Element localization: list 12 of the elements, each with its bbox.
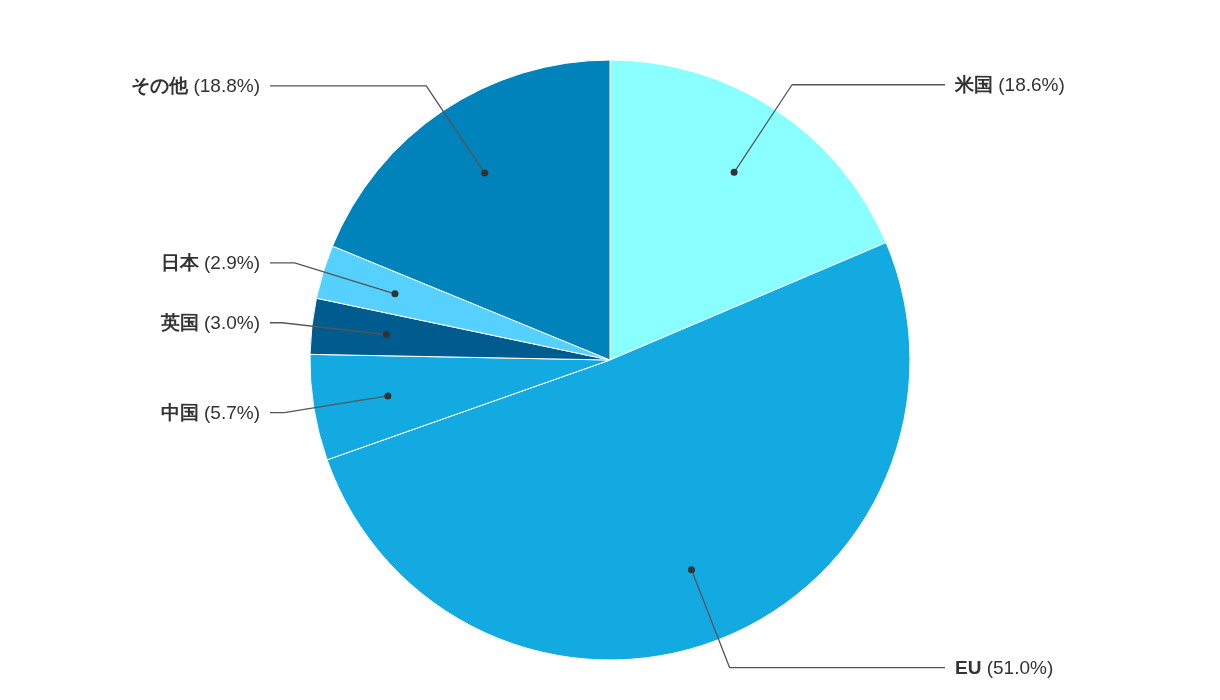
slice-label: EU bbox=[955, 656, 982, 678]
slice-label: 中国 bbox=[160, 401, 199, 423]
data-label: (3.0%) bbox=[198, 311, 260, 333]
slice-label: 米国 bbox=[954, 73, 993, 95]
slice-label: 英国 bbox=[159, 311, 199, 333]
data-label: (18.8%) bbox=[188, 74, 260, 96]
data-label: (5.7%) bbox=[198, 401, 260, 423]
data-label: (2.9%) bbox=[198, 251, 260, 273]
data-label: (18.6%) bbox=[993, 73, 1065, 95]
slice-label: 日本 bbox=[160, 251, 200, 273]
data-label: (51.0%) bbox=[981, 656, 1054, 678]
slice-label: その他 bbox=[131, 74, 190, 96]
